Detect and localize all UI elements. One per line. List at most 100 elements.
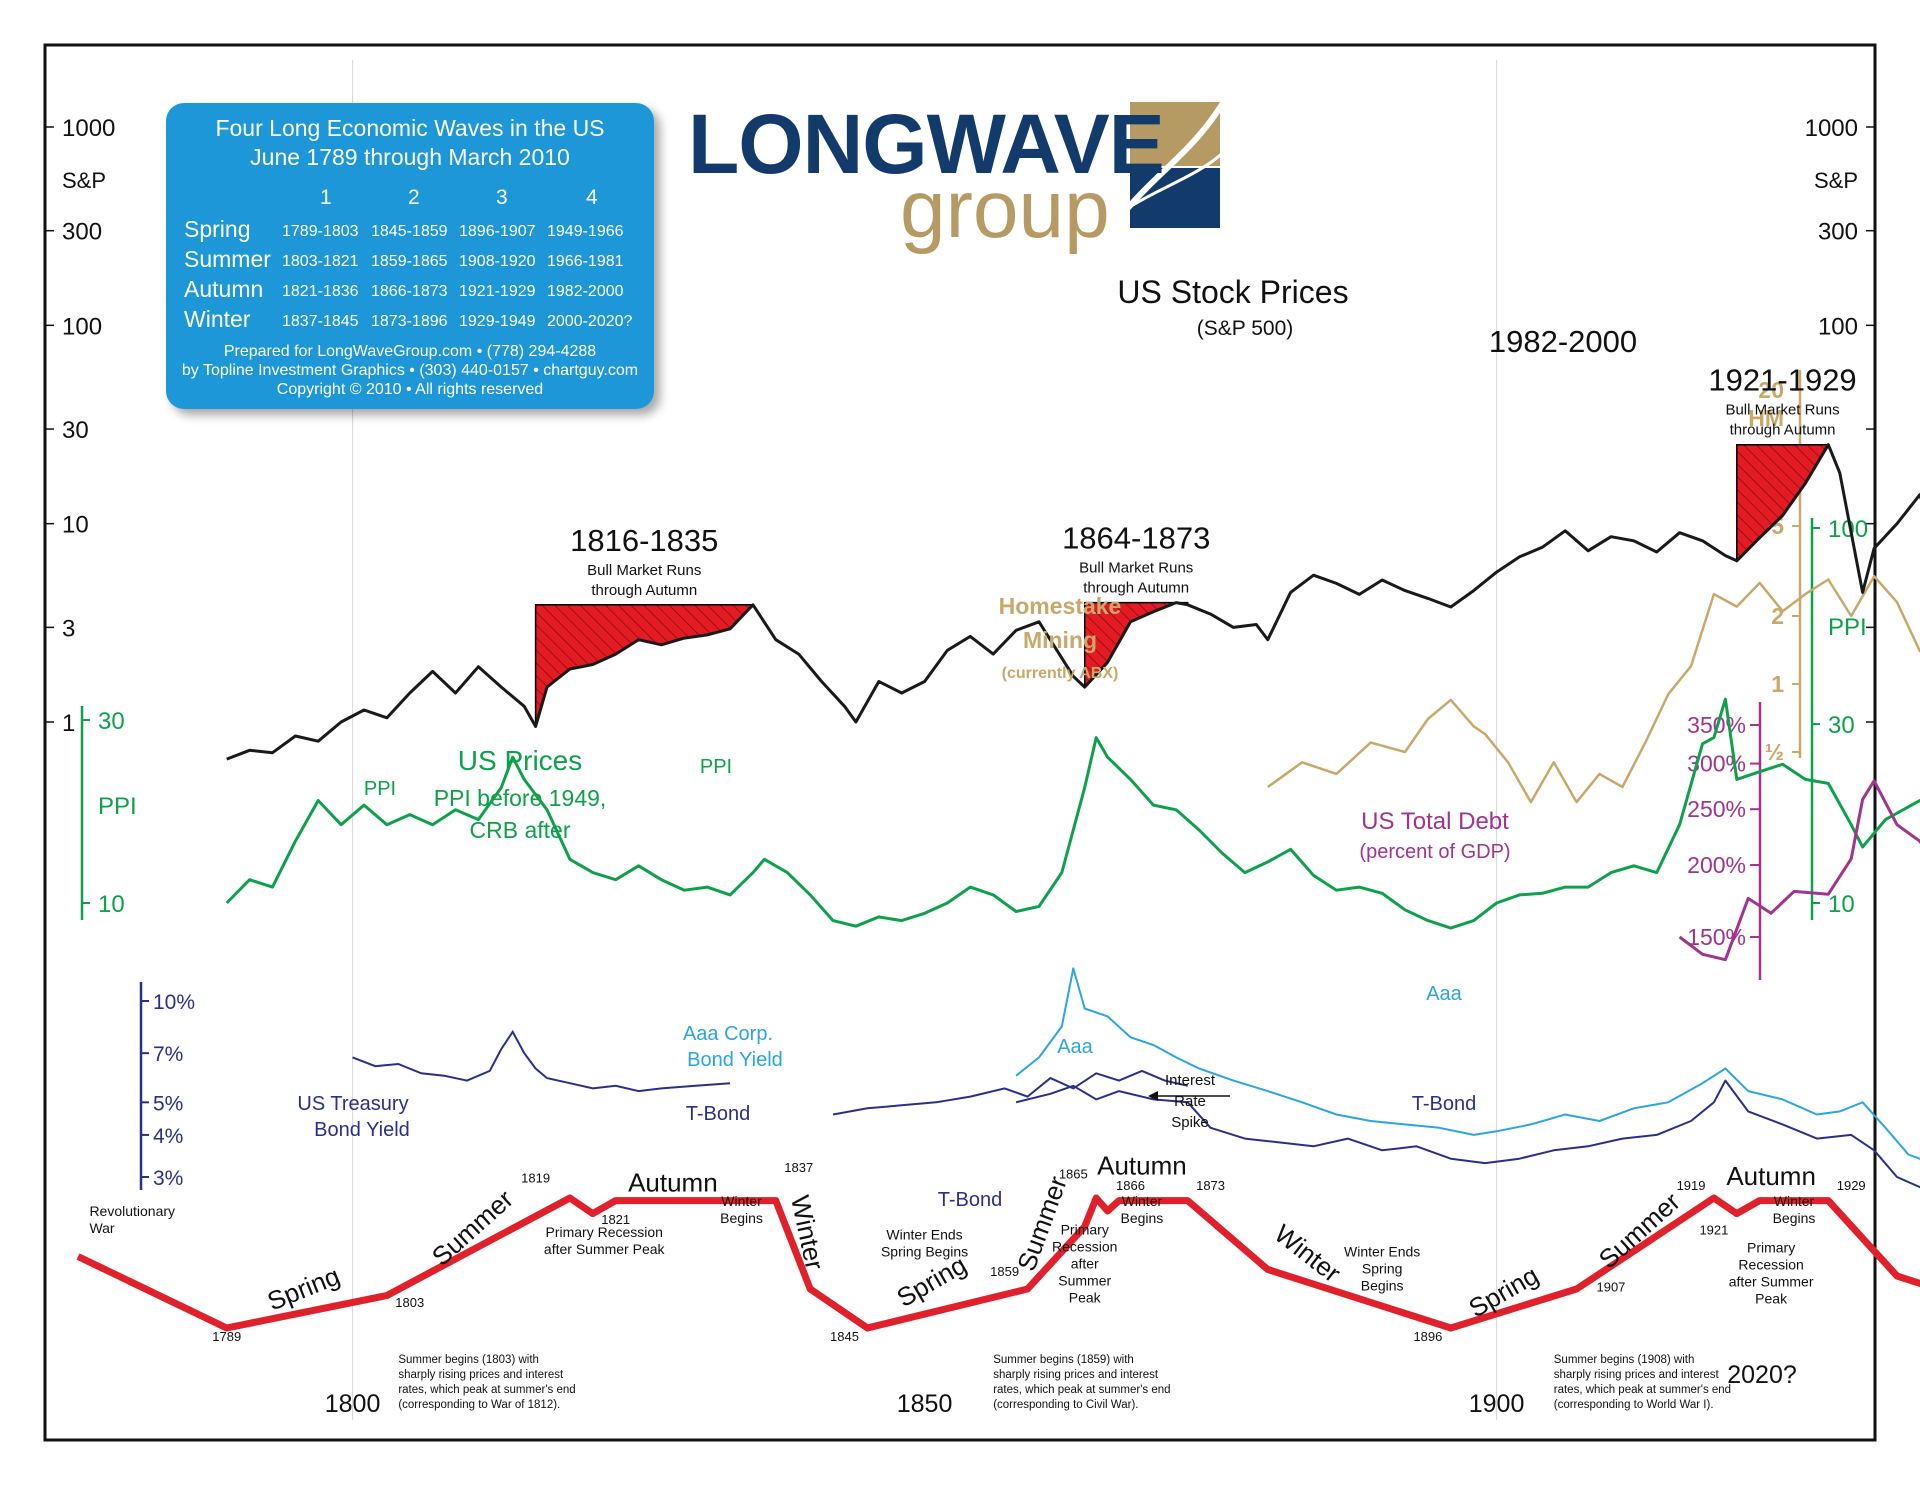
homestake-axis-label: HM <box>1748 405 1784 431</box>
cycle-note: Winter <box>1122 1193 1163 1209</box>
x-tick-label: 1900 <box>1469 1390 1525 1418</box>
wave-line <box>76 1194 1920 1332</box>
season-label: Autumn <box>1726 1161 1816 1191</box>
summer-note: Summer begins (1908) with <box>1554 1354 1695 1366</box>
cycle-note: Winter <box>1774 1193 1815 1209</box>
tbond-label: T-Bond <box>938 1189 1002 1211</box>
bull-market-note: through Autumn <box>1730 422 1836 439</box>
aaa-label: Bond Yield <box>687 1049 783 1071</box>
aaa-label: Aaa <box>1426 983 1462 1005</box>
sp-tick-label: 1000 <box>62 115 115 142</box>
cycle-note: Begins <box>1121 1210 1164 1226</box>
wave-year-label: 1789 <box>212 1329 241 1344</box>
sp-tick-label: 100 <box>1818 313 1858 340</box>
sp500-line <box>226 443 1920 761</box>
summer-note: Summer begins (1859) with <box>993 1354 1134 1366</box>
cycle-note: Peak <box>1069 1289 1102 1305</box>
debt-tick-label: 250% <box>1687 796 1746 822</box>
homestake-label: Mining <box>1023 627 1097 653</box>
tbond-label: T-Bond <box>686 1103 750 1125</box>
period-cell: 1982-2000 <box>547 283 624 300</box>
yield-axis: 10% 7% 5% 4% 3% <box>139 982 195 1190</box>
sp-axis-label: S&P <box>1814 168 1858 193</box>
cycle-note: Spring Begins <box>881 1244 968 1260</box>
period-cell: 1859-1865 <box>371 253 448 270</box>
period-cell: 1929-1949 <box>459 313 536 330</box>
wave-schedule-box: Four Long Economic Waves in the US June … <box>166 103 654 409</box>
cycle-note: after Summer <box>1729 1274 1814 1290</box>
cycle-note: Winter <box>721 1193 762 1209</box>
wave-year-label: 1837 <box>784 1160 813 1175</box>
season-name: Autumn <box>184 276 264 302</box>
sp-tick-label: 3 <box>62 615 75 642</box>
homestake-label: Homestake <box>999 593 1122 619</box>
wave-year-label: 1921 <box>1699 1222 1728 1237</box>
period-cell: 1949-1966 <box>547 223 624 240</box>
bull-market-note: Bull Market Runs <box>1079 560 1193 577</box>
logo-wordmark-bottom: group <box>900 164 1110 255</box>
aaa-label: Aaa <box>1057 1036 1093 1058</box>
season-name: Winter <box>184 306 251 332</box>
cycle-note: Recession <box>1052 1238 1117 1254</box>
cycle-note: Winter Ends <box>886 1227 962 1243</box>
yield-tick-label: 10% <box>153 991 195 1014</box>
cycle-note: Recession <box>1738 1257 1803 1273</box>
debt-axis: 350%300%250%200%150% <box>1687 702 1762 980</box>
period-cell: 1803-1821 <box>282 253 359 270</box>
period-cell: 1966-1981 <box>547 253 624 270</box>
summer-note: rates, which peak at summer's end <box>993 1384 1170 1396</box>
homestake-label: (currently ABX) <box>1002 665 1119 682</box>
period-cell: 1873-1896 <box>371 313 448 330</box>
aaa-yield-line <box>1015 967 1920 1160</box>
period-cell: 1921-1929 <box>459 283 536 300</box>
bull-market-title: 1982-2000 <box>1489 324 1637 359</box>
wave-number: 3 <box>496 186 508 209</box>
sp-tick-label: 1000 <box>1805 115 1858 142</box>
wave-number: 4 <box>586 186 598 209</box>
copyright-line: Copyright © 2010 • All rights reserved <box>276 381 544 398</box>
sp-subtitle: (S&P 500) <box>1197 317 1294 340</box>
bull-market-note: Bull Market Runs <box>1725 402 1839 419</box>
cycle-note: War <box>89 1220 114 1236</box>
bull-market-hatch <box>1736 444 1829 561</box>
homestake-tick-label: 1 <box>1771 671 1784 697</box>
treasury-label: US Treasury <box>297 1093 408 1115</box>
period-cell: 1821-1836 <box>282 283 359 300</box>
sp-axis-label: S&P <box>62 168 106 193</box>
cycle-note: Winter Ends <box>1344 1244 1420 1260</box>
series-lines <box>225 443 1920 1189</box>
wave-year-label: 1866 <box>1116 1178 1145 1193</box>
credit-line: Prepared for LongWaveGroup.com • (778) 2… <box>223 343 597 360</box>
cycle-note: Begins <box>1361 1278 1404 1294</box>
summer-note: sharply rising prices and interest <box>1554 1369 1720 1381</box>
cycle-note: Begins <box>720 1210 763 1226</box>
homestake-tick-label: 20 <box>1758 377 1784 403</box>
cycle-note: Begins <box>1773 1210 1816 1226</box>
cycle-note: Spring <box>1362 1261 1402 1277</box>
homestake-tick-label: ½ <box>1765 739 1784 765</box>
period-cell: 1866-1873 <box>371 283 448 300</box>
debt-line <box>1678 779 1920 962</box>
wave-year-label: 1845 <box>830 1329 859 1344</box>
yield-tick-label: 5% <box>153 1092 183 1115</box>
cycle-note: Revolutionary <box>89 1203 175 1219</box>
early-treasury-line <box>352 1029 731 1093</box>
bull-market-note: through Autumn <box>1083 580 1189 597</box>
period-cell: 2000-2020? <box>547 313 633 330</box>
yield-tick-label: 3% <box>153 1167 183 1190</box>
summer-note: sharply rising prices and interest <box>993 1369 1159 1381</box>
wave-year-label: 1865 <box>1059 1167 1088 1182</box>
info-title-line1: Four Long Economic Waves in the US <box>215 115 605 141</box>
ppi-tick-label: 10 <box>98 891 125 918</box>
wave-year-label: 1803 <box>395 1295 424 1310</box>
summer-note: Summer begins (1803) with <box>398 1354 539 1366</box>
info-title-line2: June 1789 through March 2010 <box>250 144 570 170</box>
series-labels: US Stock Prices (S&P 500) Homestake Mining (… <box>297 274 1510 1211</box>
season-name: Spring <box>184 216 251 242</box>
ppi-peak-label: PPI <box>700 756 732 778</box>
cycle-note: after Summer Peak <box>544 1241 666 1257</box>
credit-line: by Topline Investment Graphics • (303) 4… <box>181 362 639 379</box>
tbond-label: T-Bond <box>1412 1093 1476 1115</box>
sp-tick-label: 100 <box>62 313 102 340</box>
